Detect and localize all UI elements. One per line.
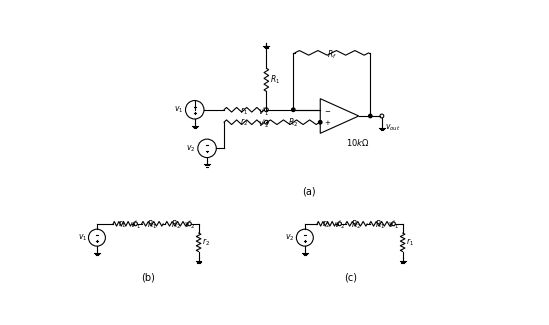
Text: $r_2$: $r_2$ [240, 116, 248, 128]
Circle shape [292, 108, 295, 111]
Text: $+$: $+$ [324, 118, 331, 127]
Text: $v'_2$: $v'_2$ [258, 118, 270, 130]
Text: $v_1$: $v_1$ [174, 105, 183, 115]
Text: $R_1$: $R_1$ [375, 218, 385, 231]
Text: $v'_2$: $v'_2$ [334, 218, 345, 231]
Text: (a): (a) [302, 187, 316, 196]
Text: $v_2$: $v_2$ [186, 143, 195, 154]
Text: $v_1$: $v_1$ [77, 232, 87, 243]
Text: $R_2$: $R_2$ [288, 117, 299, 129]
Text: $v'_1$: $v'_1$ [258, 105, 270, 118]
Text: $v'_2$: $v'_2$ [183, 218, 195, 231]
Circle shape [368, 114, 372, 118]
Text: $r_1$: $r_1$ [240, 105, 248, 117]
Text: $R_2$: $R_2$ [171, 218, 181, 231]
Text: $-$: $-$ [324, 107, 331, 113]
Text: $r_2$: $r_2$ [322, 218, 330, 230]
Text: (c): (c) [345, 273, 357, 283]
Text: $r_1$: $r_1$ [406, 237, 414, 248]
Text: $R_1$: $R_1$ [147, 218, 158, 231]
Text: $R_1$: $R_1$ [270, 73, 281, 86]
Text: $v_{out}$: $v_{out}$ [385, 122, 400, 133]
Text: $R_f$: $R_f$ [327, 48, 337, 61]
Text: $R_2$: $R_2$ [351, 218, 362, 231]
Text: $v_2$: $v_2$ [285, 232, 295, 243]
Circle shape [318, 121, 322, 124]
Text: (b): (b) [142, 273, 155, 283]
Text: $r_1$: $r_1$ [119, 218, 126, 230]
Text: $v'_1$: $v'_1$ [130, 218, 141, 231]
Text: $r_2$: $r_2$ [203, 237, 210, 248]
Text: $v'_1$: $v'_1$ [388, 218, 399, 231]
Text: $10k\Omega$: $10k\Omega$ [346, 137, 369, 149]
